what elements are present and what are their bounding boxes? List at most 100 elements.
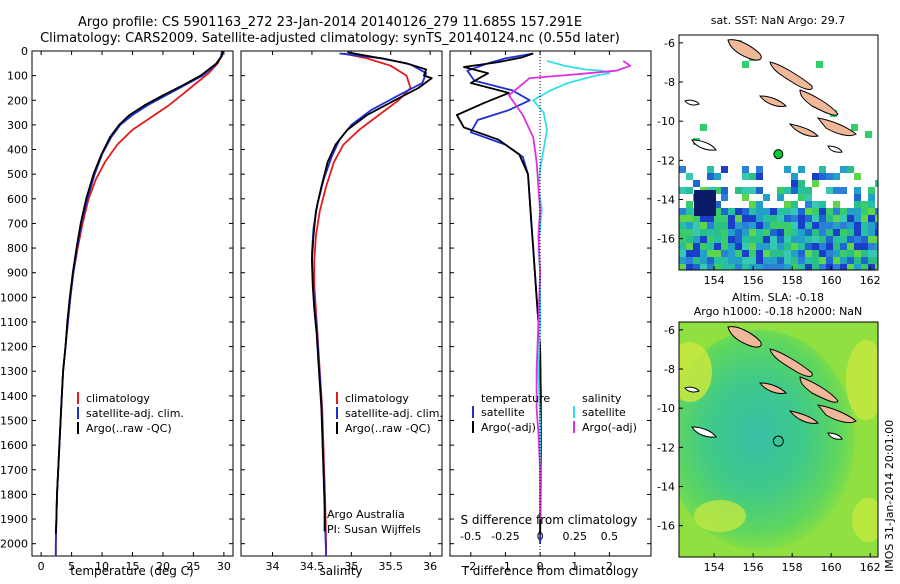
sst-map: sat. SST: NaN Argo: 29.7 154 156 158 160 162… (657, 14, 881, 287)
argo-float-marker (772, 435, 784, 447)
sst-cell (714, 187, 721, 194)
legend-label-sal-satellite: satellite (582, 406, 626, 419)
sst-cell (847, 215, 854, 222)
sst-cell (763, 250, 770, 257)
sst-cell (777, 194, 784, 201)
sst-cell (847, 257, 854, 264)
sst-cell (749, 222, 756, 229)
sst-cell (686, 229, 693, 236)
sst-cell (742, 194, 749, 201)
sst-cell (749, 173, 756, 180)
sst-cell (805, 222, 812, 229)
y-tick-label: 300 (7, 119, 28, 132)
sst-cell (679, 236, 686, 243)
sst-cell (756, 208, 763, 215)
sst-cell (833, 243, 840, 250)
sst-cell (847, 229, 854, 236)
sst-cell (777, 236, 784, 243)
sst-cell (770, 229, 777, 236)
sst-cell (812, 257, 819, 264)
legend-label-argo: Argo(..raw -QC) (345, 422, 431, 435)
sst-cell (875, 208, 878, 215)
sst-cell (854, 257, 861, 264)
sst-cell (819, 173, 826, 180)
sst-cell (791, 208, 798, 215)
temperature-series-group (54, 51, 224, 556)
sst-cell (756, 187, 763, 194)
sst-cell (865, 131, 872, 138)
sst-cell (679, 250, 686, 257)
sst-cell (840, 229, 847, 236)
map-x-tick-label: 158 (782, 561, 803, 574)
temperature-legend: climatology satellite-adj. clim. Argo(..… (77, 392, 184, 435)
x-tick-label: 36 (423, 560, 437, 573)
sst-cell (714, 201, 721, 208)
sst-cell (749, 243, 756, 250)
sst-cell (721, 215, 728, 222)
sst-cell (784, 264, 791, 270)
sst-cell (875, 215, 878, 222)
sst-cell (700, 229, 707, 236)
sst-cell (679, 257, 686, 264)
sst-cell (742, 166, 749, 173)
legend-label-satellite: satellite-adj. clim. (86, 407, 184, 420)
sst-cell (861, 229, 868, 236)
sst-cell (763, 243, 770, 250)
sst-cell (798, 180, 805, 187)
sst-cell (826, 208, 833, 215)
sst-cell (763, 215, 770, 222)
y-tick-label: 1600 (0, 439, 28, 452)
sst-cell (693, 243, 700, 250)
sst-cell (714, 236, 721, 243)
sst-cell (721, 229, 728, 236)
series-line-temperature-satellite (466, 52, 542, 544)
sst-cell (784, 187, 791, 194)
sst-cell (798, 250, 805, 257)
sst-cell (868, 201, 875, 208)
x-tick-label: 30 (217, 560, 231, 573)
sst-cell (861, 208, 868, 215)
sst-cell (798, 166, 805, 173)
sst-cell (819, 222, 826, 229)
y-tick-label: 0 (21, 45, 28, 58)
sst-cell (812, 222, 819, 229)
sst-cell (763, 222, 770, 229)
sst-cell (868, 250, 875, 257)
series-line-salinity-satellite (532, 60, 611, 519)
sst-cell (791, 180, 798, 187)
sst-cell (833, 257, 840, 264)
sst-cell (700, 243, 707, 250)
sla-map-title-2: Argo h1000: -0.18 h2000: NaN (694, 305, 863, 318)
imos-timestamp: IMOS 31-Jan-2014 20:01:00 (883, 420, 896, 572)
sst-cell (805, 229, 812, 236)
credit-pi: PI: Susan Wijffels (327, 523, 421, 536)
sst-cell (791, 222, 798, 229)
sst-map-axes: 154 156 158 160 162 -6 -8 -10 -12 -14 -16 (657, 37, 881, 287)
salinity-panel (240, 50, 443, 557)
sst-cell (770, 215, 777, 222)
sst-cell (728, 236, 735, 243)
sst-cell (805, 243, 812, 250)
sst-cell (784, 257, 791, 264)
sst-cell (756, 264, 763, 270)
y-tick-label: 500 (7, 168, 28, 181)
y-tick-label: 1200 (0, 341, 28, 354)
salinity-series-group (310, 51, 433, 556)
sst-cell (721, 222, 728, 229)
temperature-panel (31, 50, 234, 557)
map-x-tick-label: 162 (860, 561, 881, 574)
island-guadalcanal (788, 123, 820, 137)
sst-cell (714, 250, 721, 257)
sst-cell (679, 208, 686, 215)
sst-cell (707, 229, 714, 236)
sst-cell (763, 257, 770, 264)
difference-x-label: T difference from climatology (461, 564, 639, 578)
sst-cell (798, 187, 805, 194)
y-tick-label: 100 (7, 70, 28, 83)
sst-cell (840, 250, 847, 257)
sst-cell (826, 243, 833, 250)
sla-map: Altim. SLA: -0.18 Argo h1000: -0.18 h200… (657, 291, 881, 574)
sst-cell (777, 257, 784, 264)
sst-cell (798, 222, 805, 229)
